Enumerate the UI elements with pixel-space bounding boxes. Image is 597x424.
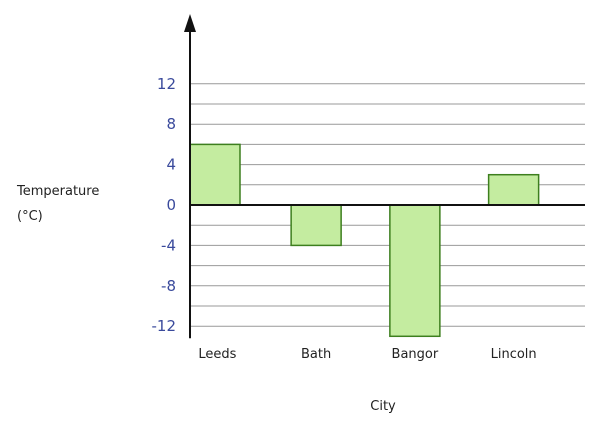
axes <box>184 14 585 339</box>
y-tick-label: 0 <box>166 196 176 214</box>
x-tick-label: Leeds <box>198 347 236 362</box>
y-tick-label: -8 <box>161 277 176 295</box>
bar-bangor <box>389 204 441 338</box>
y-tick-labels: 12 8 4 0 -4 -8 -12 <box>152 75 177 335</box>
x-tick-label: Lincoln <box>491 347 537 362</box>
x-tick-label: Bangor <box>392 347 439 362</box>
bar-lincoln <box>487 173 540 206</box>
y-tick-label: 4 <box>166 156 176 174</box>
x-axis-title: City <box>370 399 396 414</box>
bar-bath <box>290 204 342 247</box>
x-tick-labels: Leeds Bath Bangor Lincoln <box>198 347 536 362</box>
y-axis-arrow-icon <box>184 14 196 32</box>
x-tick-label: Bath <box>301 347 331 362</box>
bar-leeds <box>189 143 241 206</box>
y-axis-title-line1: Temperature <box>16 184 99 199</box>
y-axis-title-line2: (°C) <box>17 209 43 224</box>
y-tick-label: -12 <box>152 317 177 335</box>
gridlines <box>190 83 585 327</box>
bars <box>189 143 540 338</box>
y-tick-label: -4 <box>161 236 176 254</box>
y-tick-label: 12 <box>157 75 176 93</box>
y-tick-label: 8 <box>166 115 176 133</box>
